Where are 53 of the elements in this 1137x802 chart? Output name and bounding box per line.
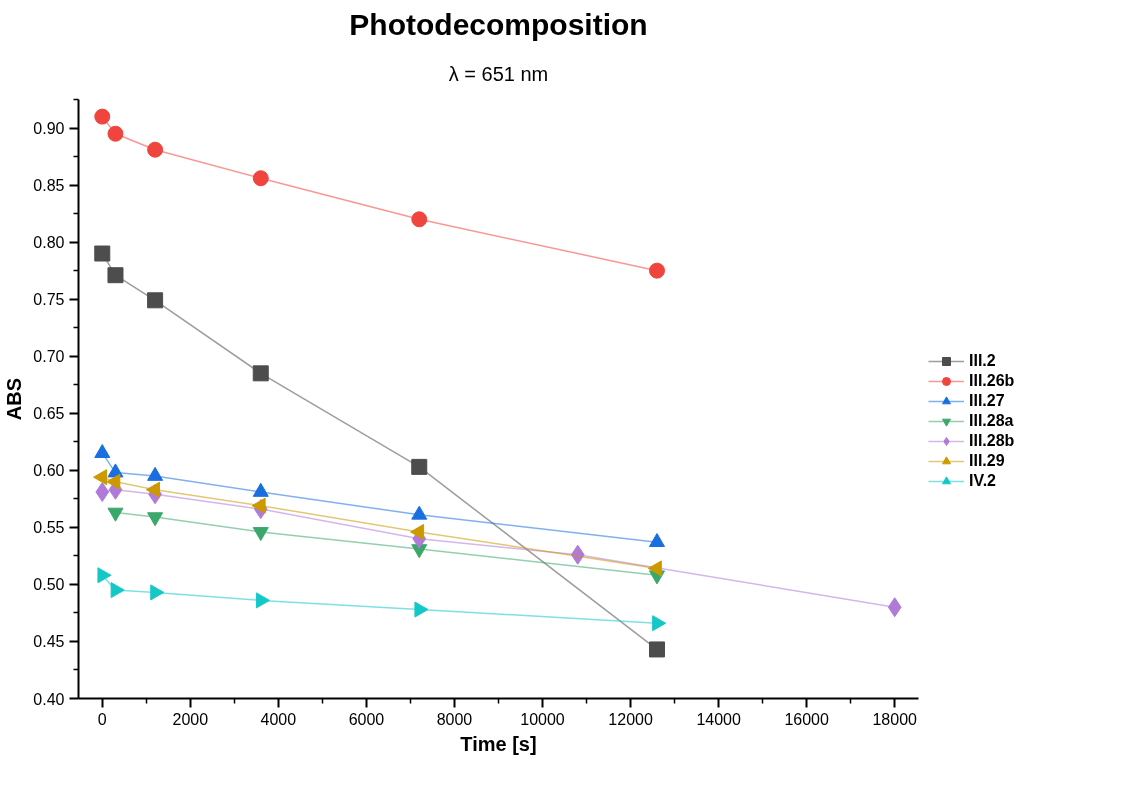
point [570,544,585,565]
legend-label: III.29 [969,451,1005,471]
y-tick-label: 0.65 [33,405,65,423]
y-axis-title: ABS [3,377,26,421]
point [410,523,425,540]
x-tick-label: 10000 [520,710,565,728]
chart-title: Photodecomposition [349,7,648,41]
legend-label: III.28a [969,411,1014,431]
y-tick-label: 0.40 [33,690,65,708]
point [252,170,269,187]
x-tick-label: 0 [97,710,107,728]
legend-label: III.26b [969,371,1015,391]
point [94,245,111,262]
legend-label: IV.2 [969,471,996,491]
y-tick-label: 0.50 [33,576,65,594]
legend-label: III.28b [969,431,1015,451]
x-tick-label: 12000 [608,710,653,728]
x-tick-label: 18000 [872,710,918,728]
point [94,444,111,459]
y-tick-label: 0.90 [33,120,65,138]
x-axis-title: Time [s] [460,732,537,755]
y-tick-label: 0.45 [33,633,65,651]
y-tick-label: 0.55 [33,519,65,537]
point [93,469,108,486]
point [147,141,164,158]
point [255,592,270,609]
x-tick-label: 4000 [260,710,297,728]
point [411,211,428,228]
point [648,262,665,279]
point [94,108,111,125]
legend-label: III.27 [969,391,1005,411]
y-tick-label: 0.80 [33,234,65,252]
legend-label: III.2 [969,351,996,371]
point [887,597,902,618]
point [110,582,125,599]
x-tick-label: 6000 [348,710,385,728]
chart-subtitle: λ = 651 nm [448,62,549,85]
x-tick-label: 8000 [436,710,473,728]
point [107,125,124,142]
point [147,292,164,309]
point [411,458,428,475]
y-tick-label: 0.70 [33,348,65,366]
point [252,365,269,382]
y-tick-label: 0.85 [33,177,65,195]
x-tick-label: 2000 [172,710,209,728]
x-tick-label: 14000 [696,710,741,728]
x-tick-label: 16000 [784,710,830,728]
y-tick-label: 0.60 [33,462,65,480]
y-tick-label: 0.75 [33,291,65,309]
point [648,641,665,658]
point [648,533,665,548]
point [95,481,110,502]
point [107,267,124,284]
